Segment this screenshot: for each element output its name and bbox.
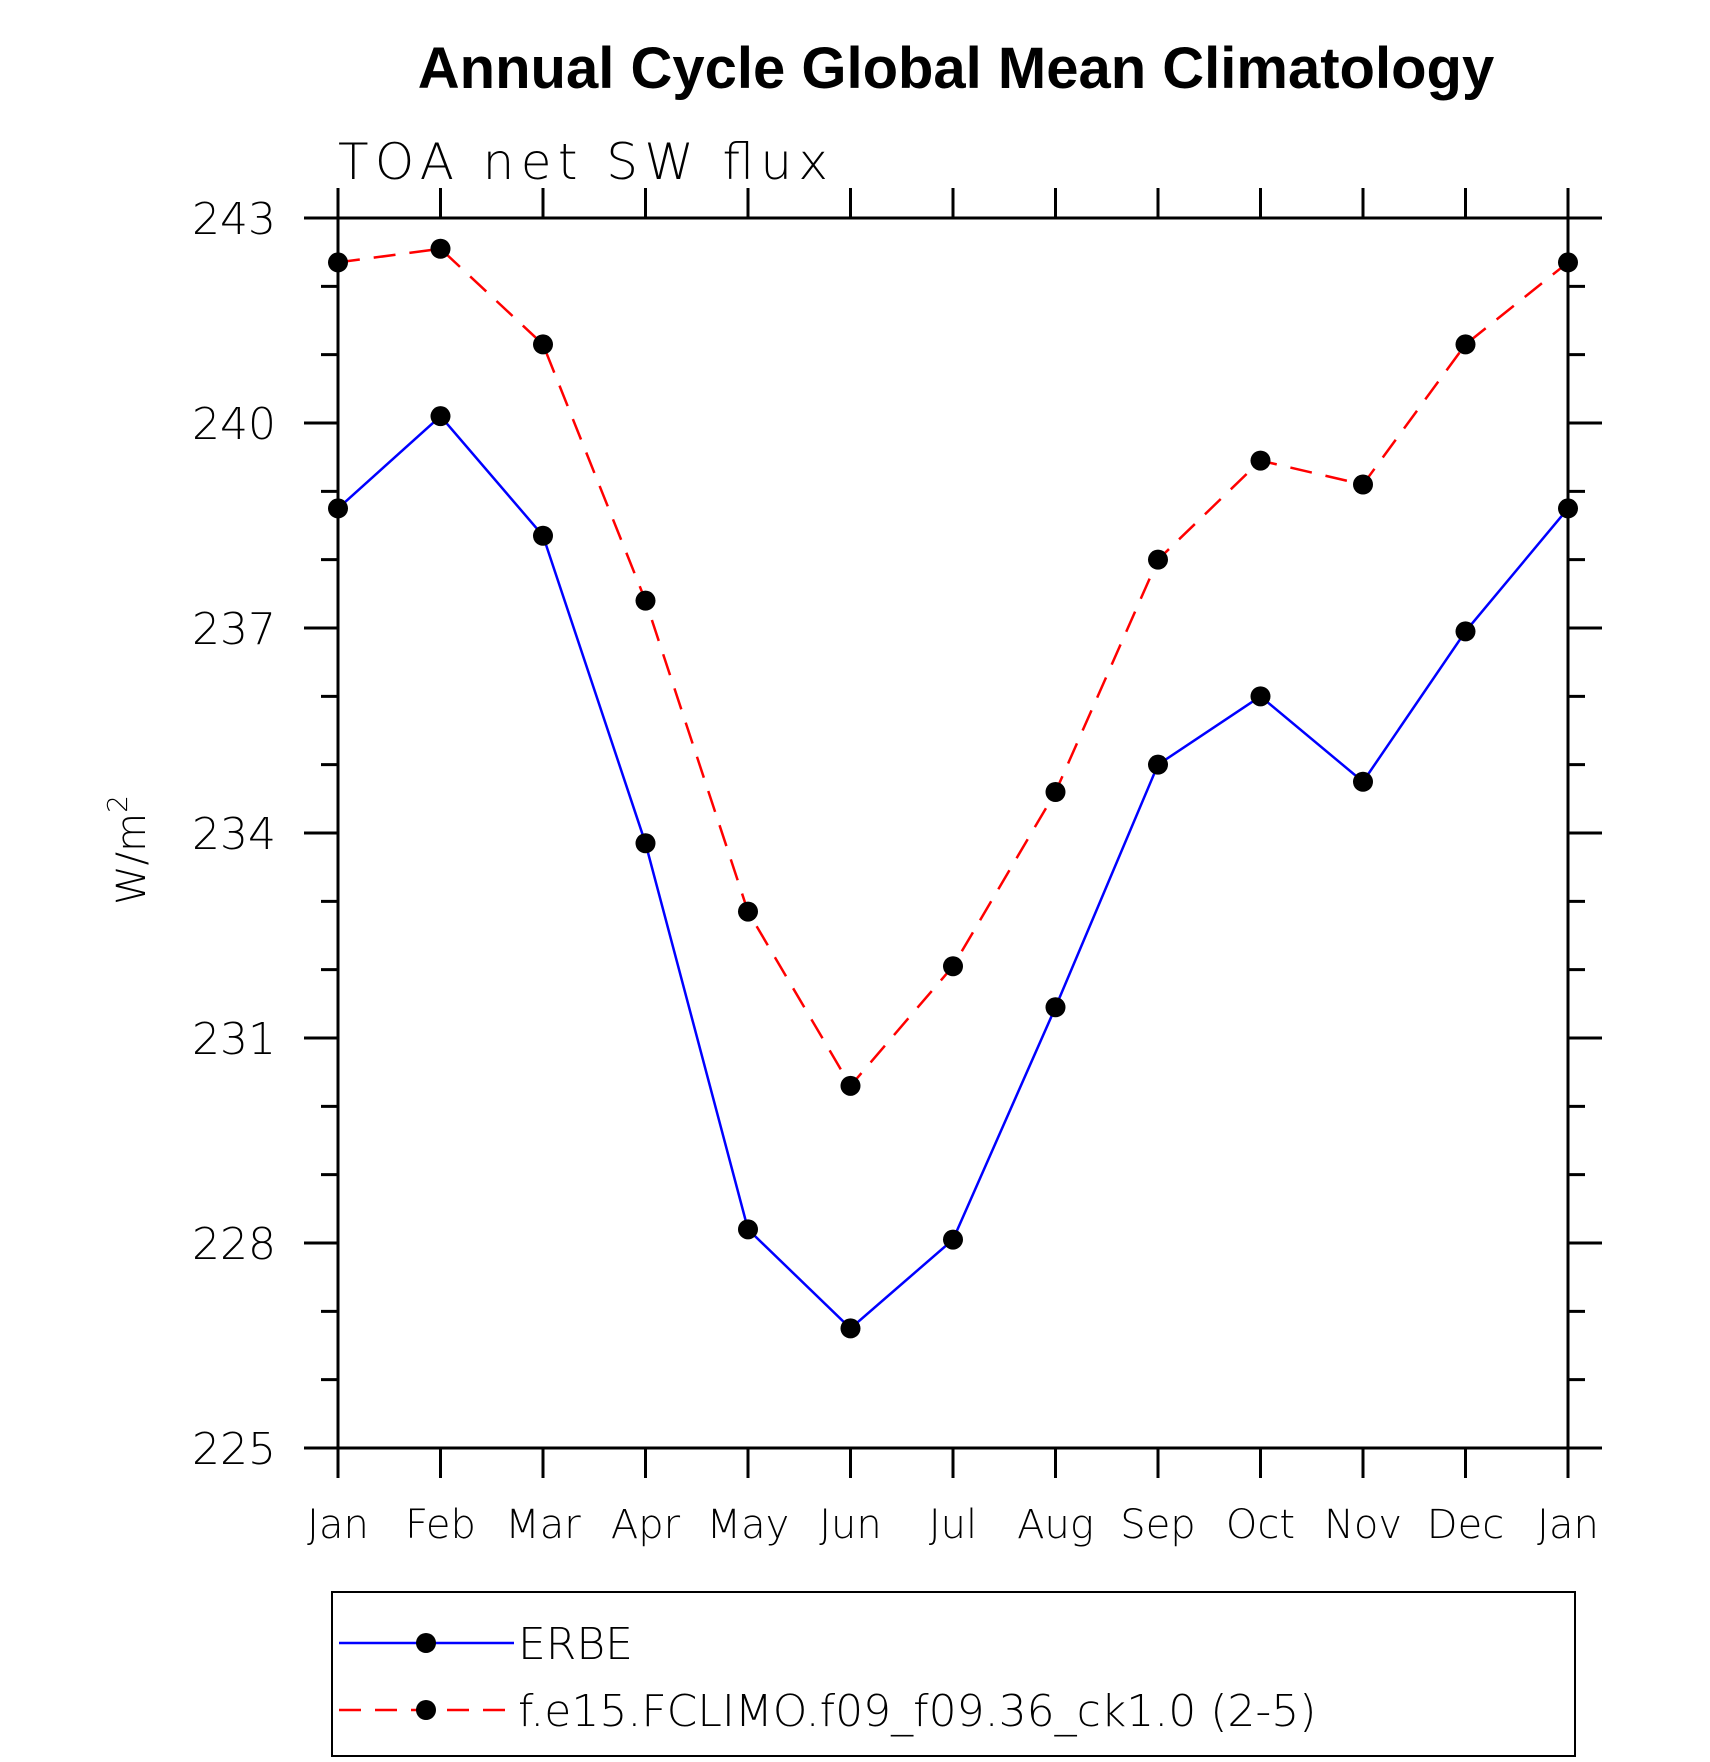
data-point (1558, 498, 1578, 519)
legend: ERBE f.e15.FCLIMO.f09_f09.36_ck1.0 (2-5) (331, 1591, 1576, 1757)
y-tick-label: 228 (192, 1219, 276, 1270)
legend-box (331, 1591, 1576, 1757)
y-tick-label: 231 (192, 1014, 276, 1065)
x-tick-label: Nov (1324, 1502, 1402, 1548)
data-point (328, 498, 348, 519)
data-point (328, 252, 348, 273)
x-tick-label: May (707, 1502, 790, 1548)
legend-entries: ERBE f.e15.FCLIMO.f09_f09.36_ck1.0 (2-5) (339, 1619, 1316, 1737)
chart-subtitle: TOA net SW flux (338, 133, 828, 191)
data-point (533, 525, 553, 546)
legend-marker-0 (416, 1633, 436, 1653)
axes: 243 240 237 234 231 228 225 Jan Feb Mar Apr May Jun J… (192, 188, 1602, 1548)
x-tick-label: Jan (307, 1502, 369, 1548)
data-point (430, 238, 451, 259)
x-tick-label: Aug (1017, 1502, 1094, 1548)
y-tick-label: 240 (192, 399, 276, 450)
data-point (635, 833, 656, 854)
plot-frame (336, 216, 1570, 1450)
data-point (738, 1219, 758, 1240)
data-point (1353, 771, 1373, 792)
data-point (635, 590, 656, 611)
data-point (840, 1318, 861, 1339)
data-point (1455, 334, 1476, 355)
data-point (840, 1075, 861, 1096)
x-tick-label: Mar (505, 1502, 581, 1548)
y-tick-label: 234 (192, 809, 276, 860)
y-axis-label-unit: W/m (109, 813, 155, 905)
data-point (533, 334, 553, 355)
x-tick-label: Jun (819, 1502, 882, 1548)
x-tick-label: Sep (1120, 1502, 1195, 1548)
data-point (1455, 621, 1476, 642)
legend-label-1: f.e15.FCLIMO.f09_f09.36_ck1.0 (2-5) (518, 1686, 1316, 1737)
y-axis-label: W/m2 (101, 795, 155, 905)
data-point (1250, 686, 1271, 707)
x-tick-label: Dec (1427, 1502, 1504, 1548)
data-point (1558, 252, 1578, 273)
x-tick-label: Jul (929, 1502, 977, 1548)
chart-title: Annual Cycle Global Mean Climatology (418, 36, 1494, 101)
data-point (943, 1229, 963, 1250)
data-point (1353, 474, 1373, 495)
legend-marker-1 (416, 1700, 436, 1720)
x-tick-label: Jan (1537, 1502, 1599, 1548)
data-point (943, 956, 963, 977)
data-point (430, 406, 451, 427)
y-axis-label-exponent: 2 (101, 795, 134, 813)
series-layer (328, 238, 1578, 1339)
x-tick-label: Feb (405, 1502, 476, 1548)
x-tick-label: Oct (1226, 1502, 1295, 1548)
legend-label-0: ERBE (518, 1619, 633, 1670)
y-tick-label: 237 (192, 604, 276, 655)
data-point (1045, 782, 1066, 802)
x-tick-label: Apr (611, 1502, 681, 1548)
data-point (738, 901, 758, 922)
data-point (1045, 997, 1066, 1018)
data-point (1148, 754, 1168, 775)
data-point (1250, 450, 1271, 471)
y-tick-label: 225 (192, 1424, 276, 1475)
data-point (1148, 549, 1168, 570)
y-tick-label: 243 (192, 194, 276, 245)
series-line-0 (337, 414, 1569, 1331)
